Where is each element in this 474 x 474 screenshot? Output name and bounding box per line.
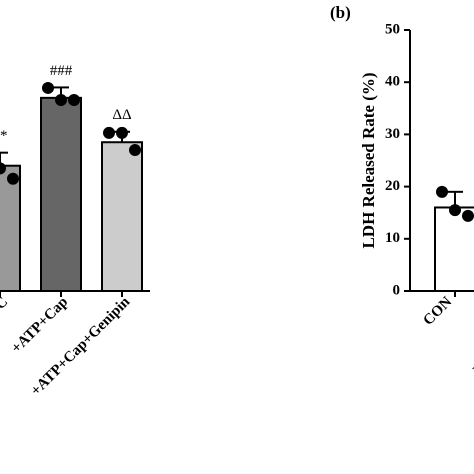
significance-label: ###	[50, 63, 73, 79]
data-point	[103, 126, 115, 139]
y-tick-label: 30	[385, 126, 400, 142]
data-point	[436, 185, 448, 198]
data-point	[129, 144, 141, 157]
bar	[101, 141, 143, 292]
data-point	[55, 93, 67, 106]
x-tick-label: +ATP+Cap	[9, 294, 72, 357]
data-point	[0, 162, 6, 175]
y-tick-label: 10	[385, 230, 400, 246]
y-tick-label: 50	[385, 21, 400, 37]
data-point	[116, 126, 128, 139]
y-tick-label: 20	[385, 178, 400, 194]
bar	[0, 164, 21, 292]
significance-label: ΔΔ	[112, 107, 132, 123]
y-tick-label: 0	[393, 282, 401, 298]
x-tick-label: C	[0, 294, 11, 313]
x-tick-label: CON	[420, 294, 455, 329]
data-point	[462, 209, 474, 222]
data-point	[68, 93, 80, 106]
bar	[40, 96, 82, 292]
y-tick-label: 40	[385, 74, 400, 90]
data-point	[449, 204, 461, 217]
y-axis-label: LDH Released Rate (%)	[359, 72, 378, 248]
data-point	[42, 81, 54, 94]
significance-label: **	[0, 128, 8, 144]
data-point	[7, 172, 19, 185]
panel-label: (b)	[330, 3, 351, 22]
x-tick-label: LP	[470, 354, 474, 379]
